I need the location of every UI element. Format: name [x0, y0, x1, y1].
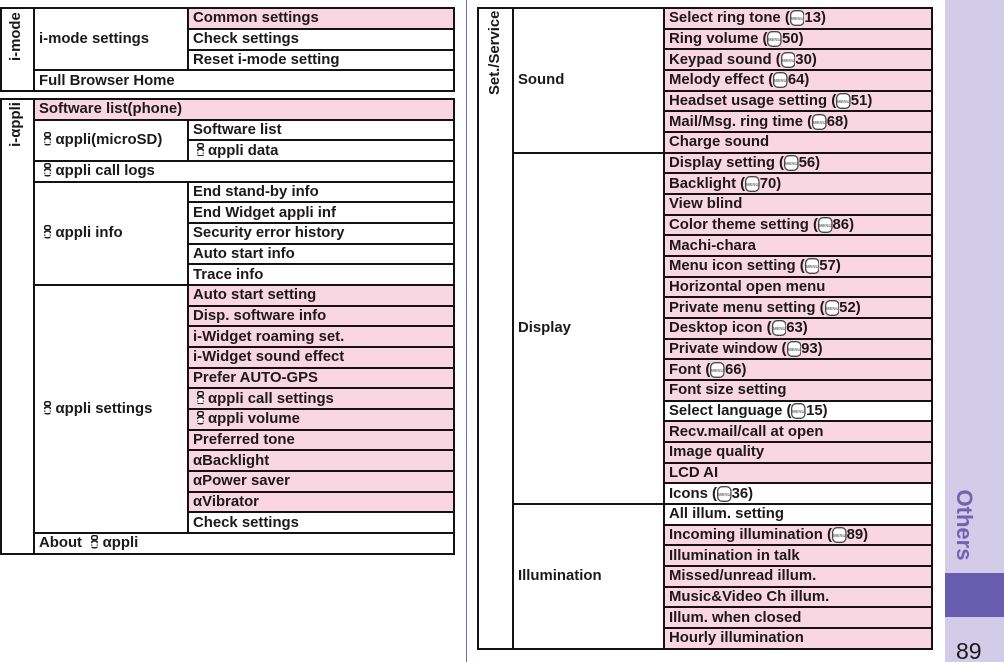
svg-text:MENU: MENU [791, 16, 804, 21]
svg-text:MENU: MENU [806, 264, 819, 269]
svg-text:MENU: MENU [768, 37, 781, 42]
svg-text:MENU: MENU [718, 492, 731, 497]
svg-text:MENU: MENU [787, 347, 800, 352]
svg-text:MENU: MENU [746, 182, 759, 187]
svg-text:MENU: MENU [813, 119, 826, 124]
svg-text:MENU: MENU [819, 223, 832, 228]
svg-text:MENU: MENU [792, 409, 805, 414]
svg-text:MENU: MENU [774, 78, 787, 83]
svg-text:MENU: MENU [826, 306, 839, 311]
svg-text:MENU: MENU [785, 161, 798, 166]
svg-text:MENU: MENU [773, 326, 786, 331]
svg-text:MENU: MENU [837, 99, 850, 104]
svg-text:MENU: MENU [711, 368, 724, 373]
svg-text:MENU: MENU [782, 57, 795, 62]
svg-text:MENU: MENU [833, 533, 846, 538]
